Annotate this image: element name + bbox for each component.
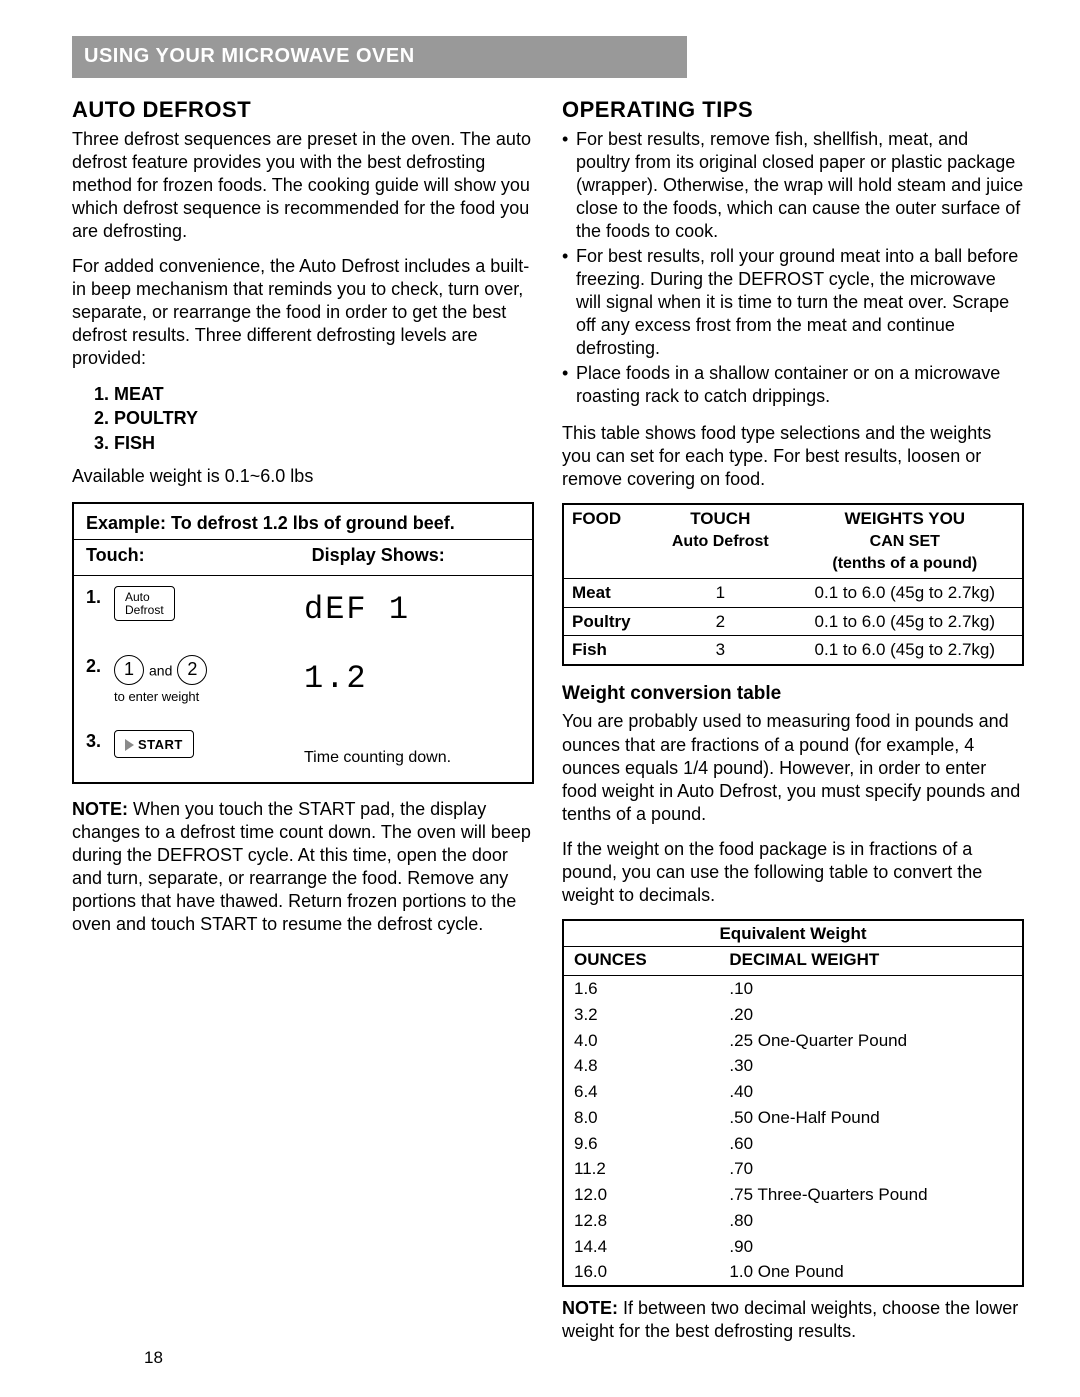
- level-meat: 1. MEAT: [94, 382, 534, 406]
- touch-header: Touch:: [86, 544, 312, 567]
- weight-table: Equivalent Weight OUNCES DECIMAL WEIGHT …: [562, 919, 1024, 1288]
- keypad-1-graphic: 1: [114, 655, 144, 685]
- table-row: 4.8.30: [563, 1053, 1023, 1079]
- tip-item: For best results, roll your ground meat …: [562, 245, 1024, 360]
- table-row: Fish30.1 to 6.0 (45g to 2.7kg): [563, 636, 1023, 665]
- step-number: 2.: [86, 655, 114, 678]
- keypad-2-graphic: 2: [177, 655, 207, 685]
- example-title: Example: To defrost 1.2 lbs of ground be…: [74, 504, 532, 539]
- start-button-graphic: START: [114, 730, 194, 759]
- auto-defrost-p2: For added convenience, the Auto Defrost …: [72, 255, 534, 370]
- table-row: Poultry20.1 to 6.0 (45g to 2.7kg): [563, 607, 1023, 636]
- auto-defrost-p1: Three defrost sequences are preset in th…: [72, 128, 534, 243]
- table-row: 1.6.10: [563, 976, 1023, 1002]
- page-number: 18: [144, 1347, 163, 1369]
- right-column: Operating Tips For best results, remove …: [562, 96, 1024, 1356]
- auto-defrost-button-graphic: Auto Defrost: [114, 586, 175, 621]
- col-ounces: OUNCES: [563, 947, 719, 976]
- tips-list: For best results, remove fish, shellfish…: [562, 128, 1024, 408]
- play-icon: [125, 739, 134, 751]
- display-countdown: Time counting down.: [304, 730, 520, 768]
- step-number: 3.: [86, 730, 114, 753]
- available-weight: Available weight is 0.1~6.0 lbs: [72, 465, 534, 488]
- operating-tips-heading: Operating Tips: [562, 96, 1024, 124]
- food-table: FOOD TOUCH Auto Defrost WEIGHTS YOU CAN …: [562, 503, 1024, 666]
- table-row: 12.0.75 Three-Quarters Pound: [563, 1182, 1023, 1208]
- table-row: 4.0.25 One-Quarter Pound: [563, 1028, 1023, 1054]
- section-banner: USING YOUR MICROWAVE OVEN: [72, 36, 687, 78]
- table-row: 14.4.90: [563, 1234, 1023, 1260]
- food-table-intro: This table shows food type selections an…: [562, 422, 1024, 491]
- defrost-levels: 1. MEAT 2. POULTRY 3. FISH: [94, 382, 534, 455]
- left-column: Auto Defrost Three defrost sequences are…: [72, 96, 534, 1356]
- level-fish: 3. FISH: [94, 431, 534, 455]
- col-touch: TOUCH Auto Defrost: [653, 504, 788, 578]
- level-poultry: 2. POULTRY: [94, 406, 534, 430]
- weight-conv-p1: You are probably used to measuring food …: [562, 710, 1024, 825]
- display-1-2: 1.2: [304, 655, 520, 700]
- weight-conversion-heading: Weight conversion table: [562, 682, 1024, 706]
- table-row: Meat10.1 to 6.0 (45g to 2.7kg): [563, 578, 1023, 607]
- table-row: 12.8.80: [563, 1208, 1023, 1234]
- table-row: 6.4.40: [563, 1079, 1023, 1105]
- step-number: 1.: [86, 586, 114, 609]
- equiv-weight-header: Equivalent Weight: [563, 920, 1023, 947]
- and-label: and: [149, 662, 172, 678]
- example-step-2: 2. 1 and 2 to enter weight 1.2: [74, 645, 532, 720]
- col-food: FOOD: [563, 504, 653, 578]
- weight-conv-p2: If the weight on the food package is in …: [562, 838, 1024, 907]
- example-step-1: 1. Auto Defrost dEF 1: [74, 576, 532, 645]
- enter-weight-caption: to enter weight: [114, 689, 304, 706]
- table-row: 11.2.70: [563, 1156, 1023, 1182]
- col-decimal: DECIMAL WEIGHT: [719, 947, 1023, 976]
- display-header: Display Shows:: [312, 544, 445, 567]
- tip-item: Place foods in a shallow container or on…: [562, 362, 1024, 408]
- table-row: 16.01.0 One Pound: [563, 1259, 1023, 1286]
- col-weights: WEIGHTS YOU CAN SET (tenths of a pound): [788, 504, 1023, 578]
- tip-item: For best results, remove fish, shellfish…: [562, 128, 1024, 243]
- left-note: NOTE: When you touch the START pad, the …: [72, 798, 534, 936]
- display-def1: dEF 1: [304, 586, 520, 631]
- table-row: 8.0.50 One-Half Pound: [563, 1105, 1023, 1131]
- auto-defrost-heading: Auto Defrost: [72, 96, 534, 124]
- table-row: 9.6.60: [563, 1131, 1023, 1157]
- example-box: Example: To defrost 1.2 lbs of ground be…: [72, 502, 534, 784]
- example-step-3: 3. START Time counting down.: [74, 720, 532, 782]
- right-note: NOTE: If between two decimal weights, ch…: [562, 1297, 1024, 1343]
- table-row: 3.2.20: [563, 1002, 1023, 1028]
